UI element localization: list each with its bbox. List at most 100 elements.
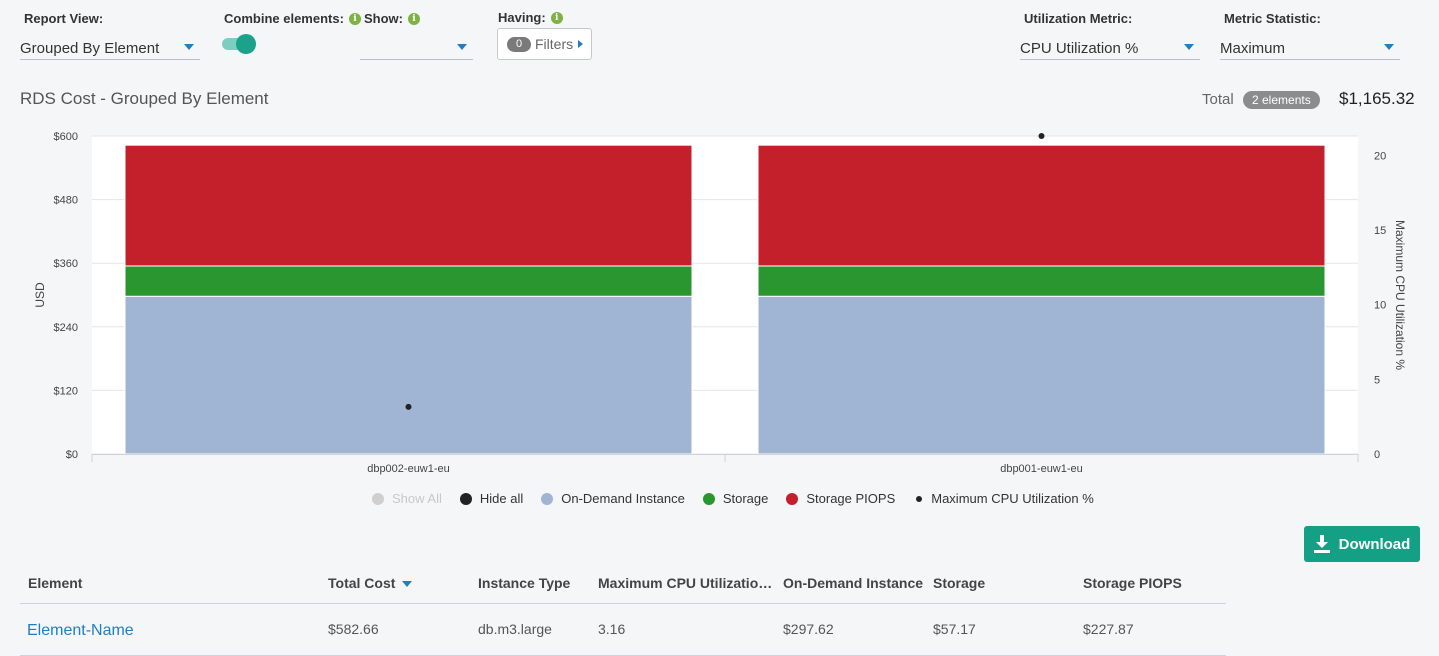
download-label: Download	[1338, 535, 1411, 553]
chevron-right-icon	[578, 40, 584, 48]
chart-legend: Show All Hide all On-Demand Instance Sto…	[372, 491, 1112, 506]
column-header-max-cpu[interactable]: Maximum CPU Utilizatio…	[598, 575, 773, 591]
report-title: RDS Cost - Grouped By Element	[20, 89, 269, 108]
download-icon	[1313, 535, 1330, 553]
sort-desc-icon	[402, 581, 413, 588]
bar-segment	[124, 295, 693, 455]
having-label-text: Having:	[498, 10, 546, 25]
legend-label: On-Demand Instance	[561, 491, 685, 506]
elements-count-badge: 2 elements	[1243, 91, 1320, 109]
combine-elements-toggle[interactable]	[222, 34, 256, 54]
legend-dot-icon	[372, 492, 384, 505]
column-header-instance-type[interactable]: Instance Type	[478, 575, 571, 591]
cell-storage: $57.17	[933, 621, 976, 637]
cost-chart: $0 $120 $240 $360 $480 $600 0 5 10 15 20 USD Maximum…	[33, 131, 1407, 475]
legend-show-all[interactable]: Show All	[372, 491, 442, 506]
y2-axis-label: Maximum CPU Utilization %	[1393, 220, 1407, 370]
legend-dot-icon	[459, 492, 472, 505]
bar-segment	[757, 295, 1326, 455]
y-tick-label: $360	[54, 258, 78, 270]
cpu-point	[1038, 133, 1045, 139]
having-label: Having: i	[498, 10, 563, 25]
y-tick-label: $600	[54, 131, 78, 143]
x-tick-label: dbp001-euw1-eu	[1000, 463, 1083, 475]
bar-segment	[757, 144, 1326, 267]
total-label: Total	[1202, 91, 1234, 108]
y2-tick-label: 5	[1374, 374, 1380, 386]
y-tick-label: $0	[66, 449, 78, 461]
legend-dot-icon	[916, 495, 923, 502]
legend-item-max-cpu[interactable]: Maximum CPU Utilization %	[913, 491, 1094, 506]
utilization-metric-label: Utilization Metric:	[1024, 11, 1132, 26]
legend-dot-icon	[702, 492, 715, 505]
legend-dot-icon	[541, 492, 554, 505]
metric-statistic-dropdown[interactable]: Maximum	[1220, 32, 1400, 60]
x-tick-label: dbp002-euw1-eu	[367, 463, 450, 475]
cell-instance-type: db.m3.large	[478, 621, 552, 637]
info-icon[interactable]: i	[408, 12, 420, 25]
cpu-point	[405, 403, 412, 410]
cell-max-cpu: 3.16	[598, 621, 626, 637]
table-header: Element Total Cost Instance Type Maximum…	[20, 568, 1226, 604]
utilization-metric-value: CPU Utilization %	[1020, 40, 1139, 57]
legend-item-storage-piops[interactable]: Storage PIOPS	[786, 491, 895, 506]
bar-segment	[124, 144, 693, 267]
chevron-down-icon	[184, 44, 194, 50]
download-button[interactable]: Download	[1304, 526, 1420, 562]
column-header-storage-piops[interactable]: Storage PIOPS	[1083, 575, 1182, 591]
combine-elements-label-text: Combine elements:	[224, 11, 344, 26]
toggle-knob	[236, 34, 256, 54]
legend-hide-all-label: Hide all	[479, 491, 524, 506]
column-header-total-cost[interactable]: Total Cost	[328, 575, 413, 591]
y2-tick-label: 10	[1374, 300, 1386, 312]
cell-storage-piops: $227.87	[1083, 621, 1134, 637]
cell-total-cost: $582.66	[328, 621, 379, 637]
y-axis-label: USD	[33, 282, 47, 308]
elements-table: Element Total Cost Instance Type Maximum…	[20, 568, 1226, 656]
bar-segment	[757, 265, 1326, 297]
utilization-metric-label-text: Utilization Metric:	[1024, 11, 1133, 26]
legend-item-storage[interactable]: Storage	[702, 491, 769, 506]
y2-tick-label: 20	[1374, 150, 1386, 162]
legend-show-all-label: Show All	[392, 491, 442, 506]
column-header-storage[interactable]: Storage	[933, 575, 986, 591]
filters-label: Filters	[535, 36, 574, 52]
metric-statistic-label-text: Metric Statistic:	[1224, 11, 1321, 26]
legend-label: Storage	[722, 491, 769, 506]
show-dropdown[interactable]	[360, 32, 473, 60]
y-tick-label: $240	[54, 322, 78, 334]
cell-on-demand-instance: $297.62	[783, 621, 834, 637]
y2-tick-label: 0	[1374, 449, 1380, 461]
legend-dot-icon	[786, 492, 799, 505]
metric-statistic-label: Metric Statistic:	[1224, 11, 1321, 26]
y2-tick-label: 15	[1374, 225, 1386, 237]
report-view-label: Report View:	[24, 11, 103, 26]
y-tick-label: $480	[54, 195, 78, 207]
total-cost-value: $1,165.32	[1339, 89, 1415, 108]
chevron-down-icon	[457, 44, 467, 50]
filters-button[interactable]: 0 Filters	[497, 28, 592, 60]
combine-elements-label: Combine elements: i	[224, 11, 361, 26]
show-label-text: Show:	[364, 11, 403, 26]
utilization-metric-dropdown[interactable]: CPU Utilization %	[1020, 32, 1200, 60]
report-view-value: Grouped By Element	[20, 40, 160, 57]
chevron-down-icon	[1384, 44, 1394, 50]
element-name-link[interactable]: Element-Name	[27, 622, 134, 639]
info-icon[interactable]: i	[348, 12, 361, 25]
legend-item-on-demand-instance[interactable]: On-Demand Instance	[541, 491, 685, 506]
legend-hide-all[interactable]: Hide all	[459, 491, 524, 506]
metric-statistic-value: Maximum	[1220, 40, 1286, 57]
column-header-on-demand-instance[interactable]: On-Demand Instance	[783, 575, 924, 591]
y-tick-label: $120	[54, 385, 78, 397]
show-label: Show: i	[364, 11, 420, 26]
bar-segment	[124, 265, 693, 297]
report-view-dropdown[interactable]: Grouped By Element	[20, 32, 200, 60]
column-header-label: Total Cost	[328, 575, 396, 591]
legend-label: Storage PIOPS	[806, 491, 896, 506]
info-icon[interactable]: i	[550, 11, 563, 24]
table-row: Element-Name $582.66 db.m3.large 3.16 $2…	[20, 604, 1226, 656]
report-view-label-text: Report View:	[24, 11, 104, 26]
filter-count-badge: 0	[507, 36, 531, 52]
chevron-down-icon	[1184, 44, 1194, 50]
column-header-element[interactable]: Element	[28, 575, 83, 591]
